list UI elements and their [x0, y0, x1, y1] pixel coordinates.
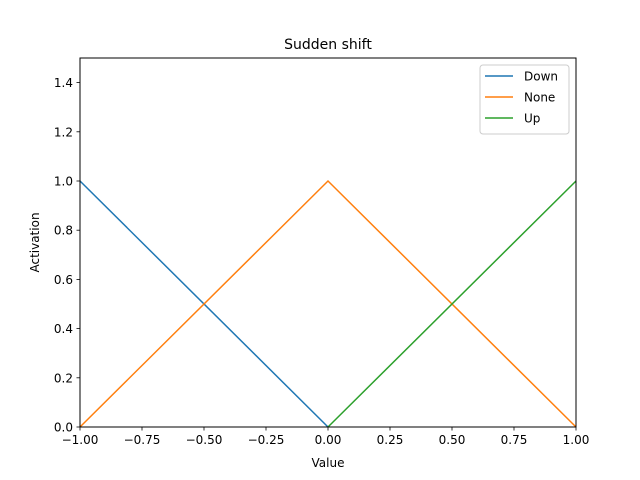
y-tick-label: 1.2: [54, 125, 73, 139]
legend-label-down: Down: [524, 70, 558, 84]
x-tick-label: 0.00: [315, 433, 342, 447]
legend: Down None Up: [479, 64, 570, 135]
x-tick-label: 0.50: [439, 433, 466, 447]
x-axis-title: Value: [312, 456, 345, 470]
x-tick-label: −0.75: [124, 433, 161, 447]
chart-title: Sudden shift: [284, 37, 372, 53]
series-layer: [79, 179, 577, 428]
x-tick-label: −0.25: [248, 433, 285, 447]
x-axis: −1.00 −0.75 −0.50 −0.25 0.00 0.25 0.50 0.75 1.00: [62, 427, 590, 447]
series-line-none: [79, 179, 577, 428]
x-tick-label: −1.00: [62, 433, 99, 447]
x-tick-label: −0.50: [186, 433, 223, 447]
x-tick-label: 0.25: [377, 433, 404, 447]
legend-label-none: None: [524, 91, 555, 105]
y-tick-label: 1.0: [54, 175, 73, 189]
y-tick-label: 0.2: [54, 371, 73, 385]
legend-label-up: Up: [524, 112, 540, 126]
y-tick-label: 0.0: [54, 421, 73, 435]
y-axis-title: Activation: [28, 212, 42, 272]
y-axis: 0.0 0.2 0.4 0.6 0.8 1.0 1.2 1.4: [54, 76, 80, 435]
legend-box: [479, 64, 570, 135]
y-tick-label: 0.8: [54, 224, 73, 238]
y-tick-label: 1.4: [54, 76, 73, 90]
x-tick-label: 1.00: [563, 433, 590, 447]
series-line-up: [327, 180, 577, 428]
x-tick-label: 0.75: [501, 433, 528, 447]
y-tick-label: 0.6: [54, 273, 73, 287]
y-tick-label: 0.4: [54, 322, 73, 336]
